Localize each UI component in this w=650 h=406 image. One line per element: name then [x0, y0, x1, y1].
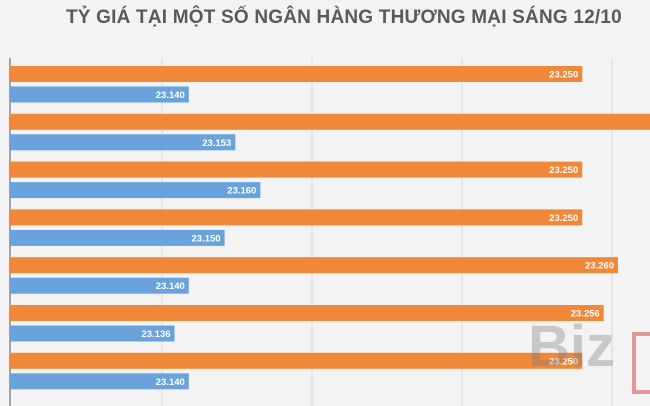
bar-blue-2: [10, 182, 261, 199]
data-label-blue-4: 23.140: [156, 281, 185, 292]
data-label-orange-3: 23.250: [549, 213, 578, 224]
watermark-logo: Biz: [528, 314, 615, 379]
bar-blue-1: [10, 134, 236, 151]
data-label-orange-2: 23.250: [549, 165, 578, 176]
watermark-logo-mark: [632, 332, 650, 394]
chart-title: TỶ GIÁ TẠI MỘT SỐ NGÂN HÀNG THƯƠNG MẠI S…: [66, 7, 622, 28]
bar-blue-4: [10, 277, 189, 294]
bar-orange-5: [10, 305, 604, 321]
bar-blue-5: [10, 325, 175, 342]
data-label-orange-6: 23.250: [549, 356, 578, 367]
bar-orange-4: [10, 257, 618, 274]
bar-blue-0: [10, 86, 189, 103]
bar-blue-3: [10, 229, 225, 246]
bar-orange-6: [10, 352, 583, 369]
data-label-blue-1: 23.153: [202, 138, 231, 149]
bar-orange-1: [10, 113, 650, 130]
data-label-blue-5: 23.136: [141, 329, 170, 340]
bar-orange-2: [10, 161, 583, 178]
data-label-blue-3: 23.150: [192, 233, 221, 244]
data-label-blue-6: 23.140: [156, 377, 185, 388]
data-label-blue-2: 23.160: [227, 186, 256, 197]
data-label-orange-4: 23.260: [585, 261, 614, 272]
data-label-blue-0: 23.140: [156, 90, 185, 101]
data-label-orange-0: 23.250: [549, 70, 578, 81]
data-label-orange-5: 23.256: [571, 309, 600, 320]
bar-orange-3: [10, 209, 583, 226]
bar-blue-6: [10, 373, 189, 390]
bar-orange-0: [10, 66, 583, 82]
